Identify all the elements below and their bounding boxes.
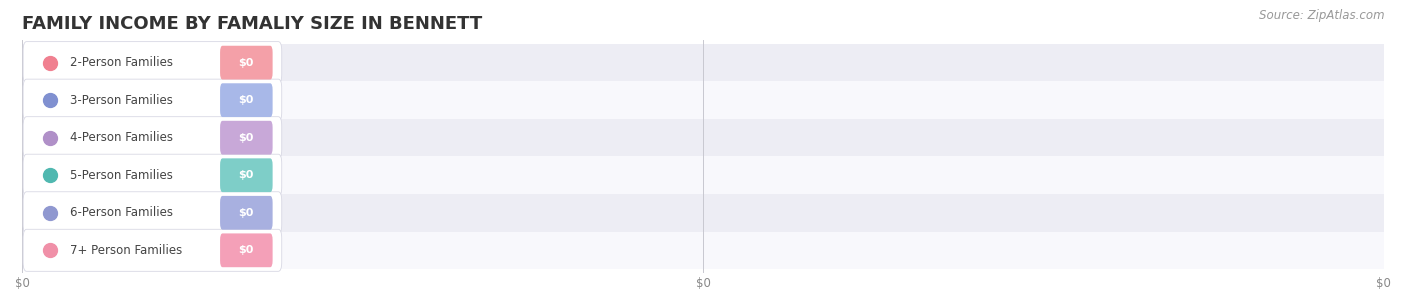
Bar (22, 156, 1384, 194)
Text: 5-Person Families: 5-Person Families (70, 169, 173, 182)
Text: 3-Person Families: 3-Person Families (70, 94, 173, 107)
Bar (22, 81, 1384, 119)
FancyBboxPatch shape (221, 121, 273, 155)
Bar (22, 44, 1384, 81)
Bar (22, 194, 1384, 231)
Text: 6-Person Families: 6-Person Families (70, 206, 173, 219)
Text: 4-Person Families: 4-Person Families (70, 131, 173, 144)
Text: $0: $0 (239, 95, 254, 105)
Text: $0: $0 (239, 58, 254, 68)
FancyBboxPatch shape (22, 79, 281, 121)
Text: $0: $0 (239, 245, 254, 255)
FancyBboxPatch shape (22, 41, 281, 84)
Text: $0: $0 (239, 170, 254, 180)
FancyBboxPatch shape (22, 117, 281, 159)
Bar (22, 119, 1384, 156)
FancyBboxPatch shape (22, 154, 281, 196)
Text: $0: $0 (239, 208, 254, 218)
Text: $0: $0 (239, 133, 254, 143)
Bar (22, 231, 1384, 269)
FancyBboxPatch shape (22, 229, 281, 271)
FancyBboxPatch shape (221, 196, 273, 230)
Text: Source: ZipAtlas.com: Source: ZipAtlas.com (1260, 9, 1385, 22)
Text: 7+ Person Families: 7+ Person Families (70, 244, 183, 257)
FancyBboxPatch shape (221, 46, 273, 80)
FancyBboxPatch shape (221, 83, 273, 117)
FancyBboxPatch shape (221, 158, 273, 192)
Text: 2-Person Families: 2-Person Families (70, 56, 173, 69)
Text: FAMILY INCOME BY FAMALIY SIZE IN BENNETT: FAMILY INCOME BY FAMALIY SIZE IN BENNETT (22, 15, 482, 33)
FancyBboxPatch shape (22, 192, 281, 234)
FancyBboxPatch shape (221, 233, 273, 267)
